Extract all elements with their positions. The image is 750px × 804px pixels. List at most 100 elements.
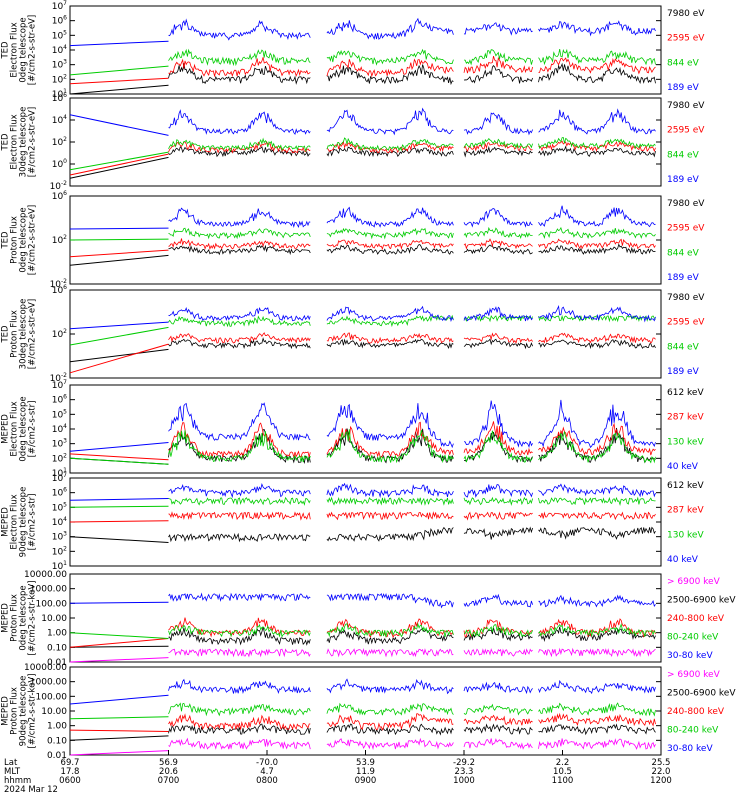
- series-trace: [168, 723, 656, 736]
- y-tick-label: 106: [52, 394, 67, 406]
- y-axis-ticks: 10000.00 1000.00 100.00 10.00 1.00 0.10 0.01: [24, 570, 661, 668]
- x-tick-label: 23.3: [455, 767, 474, 777]
- legend-entry: 189 eV: [667, 273, 700, 283]
- y-tick-label: 0.10: [47, 643, 67, 653]
- y-axis-label-line: 90deg telescope: [19, 487, 29, 558]
- series-pregap-line: [69, 601, 169, 604]
- y-tick-label: 102: [52, 328, 67, 340]
- series-pregap-line: [69, 442, 169, 452]
- x-tick-label: 53.9: [356, 758, 375, 768]
- series-pregap-line: [69, 645, 169, 648]
- legend-entry: 40 keV: [667, 462, 699, 472]
- series-trace: [168, 48, 656, 67]
- y-axis-ticks: 10-2 102 106: [50, 284, 661, 384]
- chart-panel-6: 101 102 103 104 105 106 107 MEPED Electron Flux 9…: [1, 472, 705, 572]
- y-axis-label-line: 0deg telescope: [19, 17, 29, 82]
- series-trace: [168, 62, 656, 86]
- legend-entry: 240-800 keV: [667, 707, 725, 717]
- y-tick-label: 10.00: [41, 707, 67, 717]
- y-axis-label: TED Proton Flux 30deg telescope [#/cm2-s-st…: [1, 299, 38, 370]
- series-trace: [168, 332, 656, 344]
- y-axis-label: MEPED Proton Flux 90deg telescope [#/cm2-s-…: [1, 674, 38, 749]
- series-pregap-line: [69, 520, 169, 523]
- x-tick-label: 0900: [355, 776, 377, 786]
- series-trace: [168, 107, 656, 136]
- x-tick-label: 56.9: [159, 758, 178, 768]
- series-pregap-line: [69, 114, 169, 136]
- y-tick-label: 10.00: [41, 614, 67, 624]
- y-axis-label-line: 0deg telescope: [19, 207, 29, 272]
- y-axis-label-line: 90deg telescope: [19, 676, 29, 747]
- legend-entry: 30-80 keV: [667, 744, 713, 754]
- series-pregap-line: [69, 457, 169, 465]
- y-tick-label: 101: [52, 560, 67, 572]
- y-axis-label-line: [#/cm2-s-str]: [28, 401, 38, 458]
- y-tick-label: 106: [52, 15, 67, 27]
- legend-entry: 2500-6900 keV: [667, 689, 736, 699]
- series-trace: [168, 482, 656, 499]
- y-axis-label-line: TED: [1, 41, 11, 60]
- y-tick-label: 102: [52, 452, 67, 464]
- legend-entry: 7980 eV: [667, 9, 705, 19]
- x-tick-label: 11.9: [356, 767, 375, 777]
- legend-entry: 844 eV: [667, 342, 700, 352]
- y-tick-label: 104: [52, 516, 67, 528]
- legend-entry: 287 keV: [667, 506, 704, 516]
- y-axis-label-line: Proton Flux: [10, 216, 20, 264]
- y-tick-label: 0.01: [47, 658, 67, 668]
- legend-entry: 2595 eV: [667, 224, 705, 234]
- legend-entry: 240-800 keV: [667, 614, 725, 624]
- legend-entry: 80-240 keV: [667, 633, 719, 643]
- legend-entry: 2595 eV: [667, 34, 705, 44]
- x-tick-label: 25.5: [652, 758, 671, 768]
- y-tick-label: 0.01: [47, 751, 67, 761]
- date-label: 2024 Mar 12: [4, 785, 58, 795]
- series-trace: [168, 238, 656, 251]
- series-trace: [168, 429, 656, 464]
- series-pregap-line: [69, 321, 169, 330]
- y-tick-label: 102: [52, 234, 67, 246]
- y-tick-label: 100: [52, 158, 67, 170]
- legend: > 6900 keV 2500-6900 keV 240-800 keV 80-240…: [667, 577, 736, 661]
- series-pregap-line: [69, 77, 169, 85]
- chart-panel-5: 101 102 103 104 105 106 107 MEPED Electron Flux 0…: [1, 379, 705, 479]
- series-pregap-line: [69, 151, 169, 171]
- series-group: [69, 592, 656, 663]
- y-axis-ticks: 101 102 103 104 105 106 107: [52, 379, 661, 479]
- chart-panel-1: 101 102 103 104 105 106 107 TED Electron Flux 0de…: [1, 0, 706, 100]
- y-axis-label-line: TED: [1, 231, 11, 250]
- series-pregap-line: [69, 254, 169, 266]
- series-trace: [168, 526, 656, 543]
- x-tick-label: 0700: [158, 776, 180, 786]
- x-row-label: MLT: [4, 767, 21, 777]
- y-axis-label-line: Electron Flux: [10, 114, 20, 169]
- y-tick-label: 102: [52, 545, 67, 557]
- y-axis-label-line: MEPED: [1, 603, 11, 633]
- legend: 7980 eV 2595 eV 844 eV 189 eV: [667, 293, 705, 377]
- y-tick-label: 106: [52, 284, 67, 296]
- y-axis-label-line: [#/cm2-s-str-keV]: [28, 674, 38, 749]
- y-tick-label: 10000.00: [24, 663, 67, 673]
- y-tick-label: 107: [52, 472, 67, 484]
- y-tick-label: 100.00: [36, 599, 68, 609]
- legend-entry: 612 keV: [667, 481, 704, 491]
- legend-entry: 612 keV: [667, 388, 704, 398]
- legend-entry: 130 keV: [667, 530, 704, 540]
- x-tick-label: 2.2: [556, 758, 570, 768]
- x-tick-label: 1200: [650, 776, 672, 786]
- y-tick-label: 100.00: [36, 692, 68, 702]
- y-tick-label: 104: [52, 423, 67, 435]
- series-pregap-line: [69, 156, 169, 179]
- y-axis-label-line: Proton Flux: [10, 594, 20, 642]
- legend: > 6900 keV 2500-6900 keV 240-800 keV 80-240…: [667, 670, 736, 754]
- series-pregap-line: [69, 716, 169, 720]
- y-tick-label: 106: [52, 190, 67, 202]
- legend-entry: 844 eV: [667, 58, 700, 68]
- y-axis-label: MEPED Electron Flux 0deg telescope [#/cm2-s…: [1, 396, 38, 461]
- series-pregap-line: [69, 750, 169, 756]
- series-pregap-line: [69, 153, 169, 176]
- legend: 7980 eV 2595 eV 844 eV 189 eV: [667, 101, 705, 185]
- y-axis-label: TED Electron Flux 0deg telescope [#/cm2-s-s…: [1, 15, 38, 85]
- legend-entry: 40 keV: [667, 555, 699, 565]
